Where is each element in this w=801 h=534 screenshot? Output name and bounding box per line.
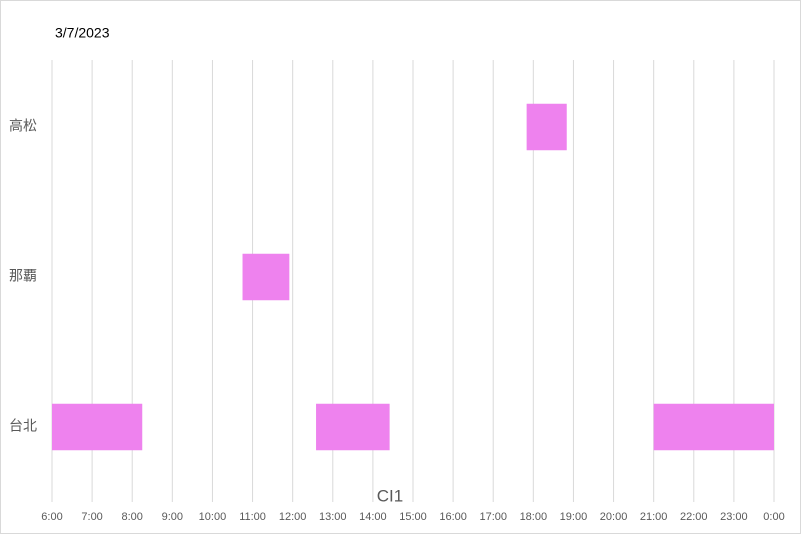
bar: [52, 403, 143, 451]
x-tick-label: 0:00: [763, 511, 784, 523]
chart-title: 3/7/2023: [55, 25, 110, 41]
grid: [51, 60, 775, 502]
x-tick-label: 22:00: [680, 511, 708, 523]
x-tick-label: 17:00: [479, 511, 507, 523]
bar: [242, 253, 290, 301]
x-tick-label: 16:00: [439, 511, 467, 523]
x-axis-title: CI1: [377, 486, 403, 505]
x-tick-label: 21:00: [640, 511, 668, 523]
x-tick-label: 19:00: [560, 511, 588, 523]
x-tick-label: 14:00: [359, 511, 387, 523]
x-tick-label: 9:00: [162, 511, 183, 523]
x-tick-label: 20:00: [600, 511, 628, 523]
x-tick-label: 23:00: [720, 511, 748, 523]
x-tick-label: 7:00: [81, 511, 102, 523]
x-tick-label: 13:00: [319, 511, 347, 523]
x-tick-label: 15:00: [399, 511, 427, 523]
x-tick-label: 18:00: [520, 511, 548, 523]
x-tick-label: 8:00: [122, 511, 143, 523]
y-tick-label: 高松: [9, 118, 37, 134]
x-tick-label: 10:00: [199, 511, 227, 523]
y-tick-label: 台北: [9, 418, 37, 434]
bar: [526, 103, 567, 151]
x-tick-label: 6:00: [41, 511, 62, 523]
x-tick-label: 12:00: [279, 511, 307, 523]
bar: [316, 403, 390, 451]
bars: [52, 103, 774, 451]
bar: [653, 403, 774, 451]
y-tick-label: 那覇: [9, 268, 37, 284]
x-tick-label: 11:00: [239, 511, 266, 523]
